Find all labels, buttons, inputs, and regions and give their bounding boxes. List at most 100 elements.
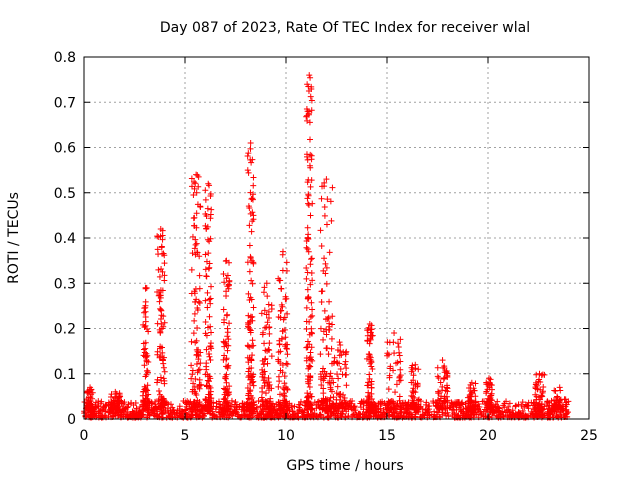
data-point (250, 182, 257, 189)
data-point (190, 399, 197, 406)
data-point (240, 404, 247, 411)
data-point (263, 324, 270, 331)
data-point (95, 403, 102, 410)
data-point (550, 406, 557, 413)
data-point (159, 268, 166, 275)
data-point (304, 246, 311, 253)
data-point (275, 313, 282, 320)
data-point (250, 191, 257, 198)
y-tick-label: 0.1 (54, 367, 76, 383)
data-point (366, 375, 373, 382)
data-point (197, 402, 204, 409)
data-point (245, 343, 252, 350)
data-point (284, 385, 291, 392)
data-point (244, 385, 251, 392)
data-point (188, 266, 195, 273)
data-point (197, 360, 204, 367)
data-point (265, 315, 272, 322)
data-point (189, 250, 196, 257)
data-point (410, 400, 417, 407)
data-point (158, 403, 165, 410)
data-point (385, 386, 392, 393)
data-point (116, 411, 123, 418)
data-point (279, 248, 286, 255)
data-point (555, 401, 562, 408)
data-point (250, 406, 257, 413)
data-point (255, 397, 262, 404)
data-point (161, 260, 168, 267)
data-point (259, 366, 266, 373)
data-point (308, 97, 315, 104)
data-point (397, 366, 404, 373)
data-point (307, 93, 314, 100)
data-point (321, 212, 328, 219)
data-point (276, 391, 283, 398)
data-point (295, 401, 302, 408)
data-point (266, 340, 273, 347)
data-point (208, 206, 215, 213)
data-point (204, 377, 211, 384)
data-point (156, 273, 163, 280)
data-point (225, 406, 232, 413)
data-point (440, 376, 447, 383)
data-point (142, 308, 149, 315)
data-point (158, 377, 165, 384)
data-point (138, 412, 145, 419)
data-point (194, 325, 201, 332)
data-point (135, 409, 142, 416)
data-point (142, 339, 149, 346)
data-point (161, 368, 168, 375)
data-point (82, 412, 89, 419)
data-point (284, 310, 291, 317)
data-point (196, 300, 203, 307)
data-point (335, 375, 342, 382)
data-point (379, 398, 386, 405)
data-point (182, 399, 189, 406)
data-point (154, 351, 161, 358)
data-point (465, 412, 472, 419)
data-point (420, 412, 427, 419)
data-point (83, 396, 90, 403)
data-point (368, 358, 375, 365)
data-point (306, 162, 313, 169)
data-point (365, 398, 372, 405)
data-point (439, 406, 446, 413)
data-point (407, 411, 414, 418)
data-point (248, 257, 255, 264)
data-point (342, 404, 349, 411)
data-point (262, 398, 269, 405)
data-point (433, 400, 440, 407)
data-point (330, 360, 337, 367)
data-point (249, 280, 256, 287)
data-point (244, 259, 251, 266)
data-point (304, 117, 311, 124)
data-point (281, 326, 288, 333)
data-point (249, 313, 256, 320)
data-point (370, 409, 377, 416)
data-point (487, 403, 494, 410)
data-point (204, 289, 211, 296)
data-point (160, 364, 167, 371)
data-point (305, 293, 312, 300)
data-point (330, 394, 337, 401)
data-point (320, 385, 327, 392)
data-point (410, 372, 417, 379)
data-point (202, 297, 209, 304)
data-point (323, 264, 330, 271)
x-tick-labels: 0 5 10 15 20 25 (80, 428, 598, 444)
data-point (203, 382, 210, 389)
data-point (190, 380, 197, 387)
data-point (528, 399, 535, 406)
data-point (308, 330, 315, 337)
data-point (519, 399, 526, 406)
data-point (194, 369, 201, 376)
data-point (277, 308, 284, 315)
data-point (276, 337, 283, 344)
data-point (343, 365, 350, 372)
data-point (224, 347, 231, 354)
data-point (220, 356, 227, 363)
data-point (512, 402, 519, 409)
data-point (259, 331, 266, 338)
data-point (223, 389, 230, 396)
data-point (459, 414, 466, 421)
